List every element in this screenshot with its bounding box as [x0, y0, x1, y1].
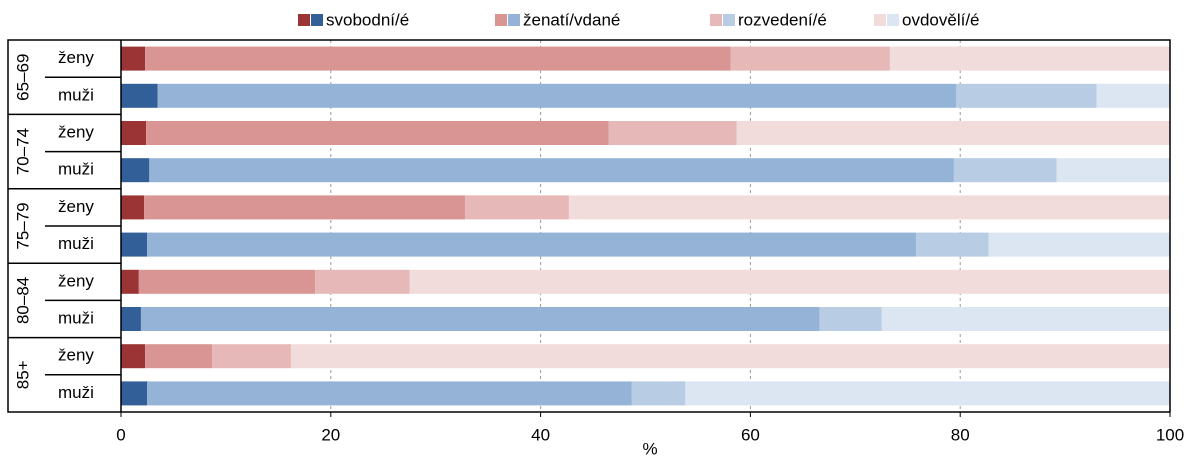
group-label: 80–84 — [13, 277, 32, 324]
bar-segment — [121, 195, 145, 220]
row-label: muži — [58, 308, 94, 327]
bar-segment — [736, 121, 1170, 145]
row-label: ženy — [58, 122, 94, 141]
bar-segment — [121, 269, 139, 294]
legend-label: svobodní/é — [326, 10, 409, 29]
legend-swatch — [874, 14, 886, 26]
group-label: 65–69 — [13, 54, 32, 101]
legend-swatch — [495, 14, 507, 26]
row-label: ženy — [58, 271, 94, 290]
bar-segment — [144, 195, 466, 220]
bar-segment — [121, 83, 158, 108]
bar-segment — [685, 381, 1170, 406]
bar-segment — [956, 83, 1097, 108]
x-tick-label: 60 — [741, 425, 760, 444]
bar-segment — [631, 381, 686, 406]
row-label: muži — [58, 85, 94, 104]
x-axis-label: % — [642, 439, 657, 457]
bar-segment — [157, 83, 957, 108]
x-tick-label: 0 — [116, 425, 125, 444]
group-label: 85+ — [13, 360, 32, 389]
legend-swatch — [723, 14, 735, 26]
legend-label: ženatí/vdané — [523, 10, 620, 29]
bar-segment — [916, 232, 989, 257]
bar-segment — [121, 307, 141, 331]
row-label: muži — [58, 160, 94, 179]
row-label: ženy — [58, 346, 94, 365]
bar-segment — [1096, 83, 1170, 108]
bar-segment — [290, 344, 1170, 369]
bar-segment — [568, 195, 1170, 220]
legend-swatch — [298, 14, 310, 26]
bar-segment — [138, 269, 316, 294]
bar-segment — [121, 121, 147, 145]
group-label: 70–74 — [13, 128, 32, 175]
x-tick-label: 80 — [951, 425, 970, 444]
group-label: 75–79 — [13, 202, 32, 249]
bar-segment — [121, 158, 150, 183]
bar-segment — [145, 46, 731, 71]
legend-swatch — [710, 14, 722, 26]
bar-segment — [147, 232, 917, 257]
bar-segment — [140, 307, 820, 331]
bar-segment — [730, 46, 890, 71]
frame — [7, 39, 1171, 413]
legend-label: ovdovělí/é — [902, 10, 980, 29]
bar-segment — [889, 46, 1170, 71]
legend-swatch — [311, 14, 323, 26]
legend-label: rozvedení/é — [738, 10, 827, 29]
bar-segment — [988, 232, 1170, 257]
bar-segment — [881, 307, 1170, 331]
bar-segment — [608, 121, 737, 145]
bar-segment — [121, 344, 146, 369]
bar-segment — [953, 158, 1057, 183]
bar-segment — [212, 344, 291, 369]
bar-segment — [121, 46, 146, 71]
bar-segment — [145, 344, 213, 369]
bar-segment — [315, 269, 410, 294]
row-label: ženy — [58, 48, 94, 67]
bar-segment — [147, 381, 632, 406]
legend-swatch — [887, 14, 899, 26]
x-tick-label: 100 — [1156, 425, 1184, 444]
bar-segment — [409, 269, 1171, 294]
bar-segment — [1056, 158, 1170, 183]
row-label: ženy — [58, 197, 94, 216]
x-tick-label: 40 — [531, 425, 550, 444]
bar-segment — [149, 158, 954, 183]
row-label: muži — [58, 234, 94, 253]
bar-segment — [121, 381, 148, 406]
x-tick-label: 20 — [321, 425, 340, 444]
bar-segment — [146, 121, 609, 145]
bar-segment — [819, 307, 882, 331]
legend-swatch — [508, 14, 520, 26]
bar-segment — [121, 232, 148, 257]
bar-segment — [465, 195, 569, 220]
row-label: muži — [58, 383, 94, 402]
